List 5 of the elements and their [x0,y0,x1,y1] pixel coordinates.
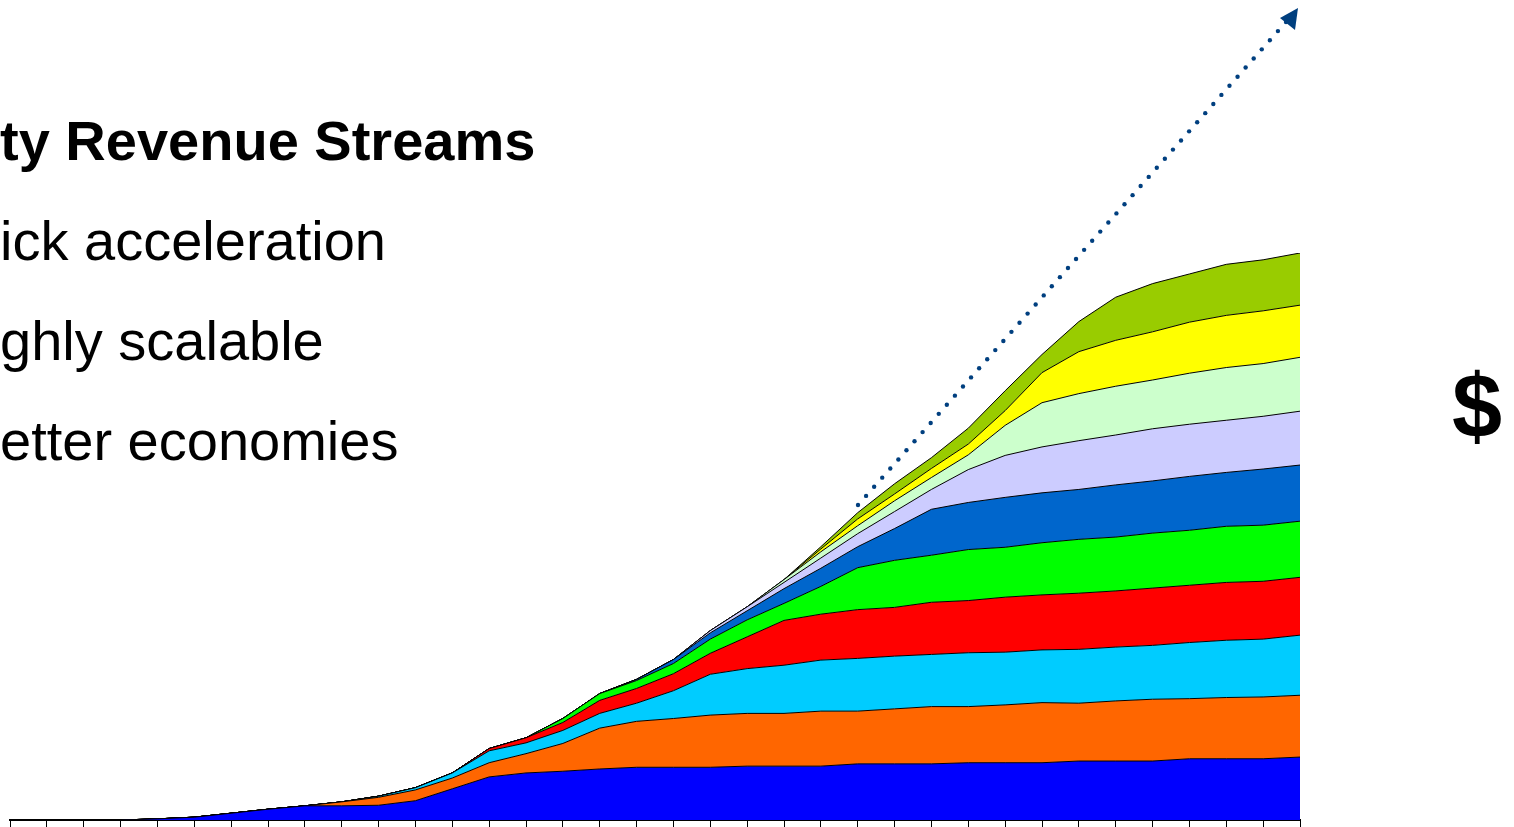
annotation: ick acceleration [0,208,386,273]
annotation: ghly scalable [0,308,324,373]
text: $ [1452,355,1503,458]
annotation: etter economies [0,408,399,473]
chart-title: ty Revenue Streams [0,108,536,173]
